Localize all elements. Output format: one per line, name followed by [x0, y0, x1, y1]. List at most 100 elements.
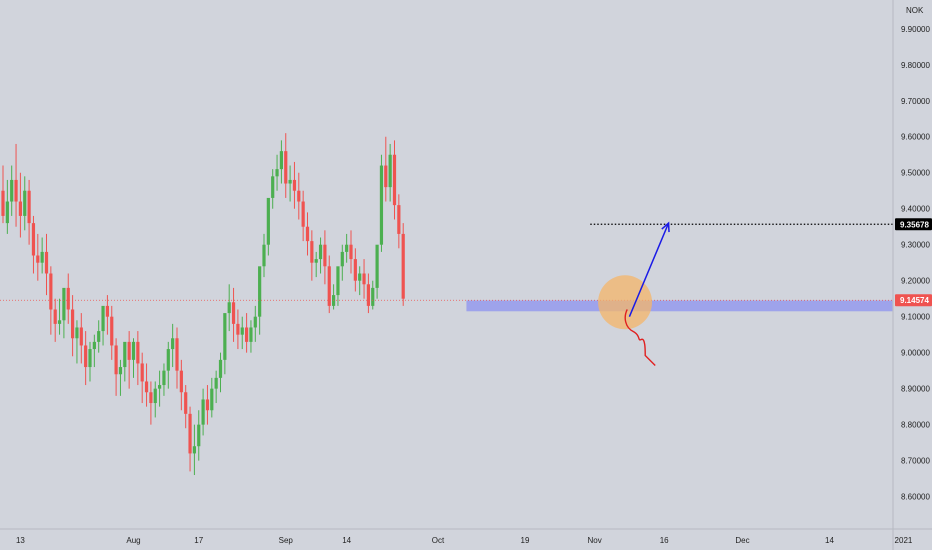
candle [201, 388, 205, 436]
candle-body [118, 367, 123, 375]
arrow-head [661, 221, 670, 233]
candle [210, 377, 214, 418]
y-tick-label: 8.60000 [901, 493, 930, 502]
x-tick-label: Aug [126, 536, 140, 545]
candle [236, 309, 240, 350]
candle [197, 410, 201, 461]
candle [314, 251, 318, 278]
candle [88, 341, 92, 382]
arrow-shaft [628, 222, 670, 317]
candle [114, 338, 118, 396]
candle-body [318, 244, 323, 260]
candle [279, 140, 283, 184]
candle [188, 406, 192, 472]
candle-body [327, 266, 331, 306]
candle [362, 259, 366, 299]
candle-body [336, 266, 340, 296]
candle-body [258, 266, 262, 317]
candle [184, 385, 188, 429]
candle-body [227, 302, 231, 314]
candle-body [136, 341, 140, 364]
candle [23, 176, 27, 231]
candle-body [71, 309, 75, 339]
candle-body [262, 244, 266, 267]
candle [5, 179, 9, 234]
candle-body [358, 273, 362, 281]
currency-label: NOK [906, 6, 924, 15]
candle [162, 363, 166, 396]
current-price-tag: 9.14574 [895, 294, 932, 307]
candle-body [88, 349, 92, 368]
candle [310, 230, 314, 281]
candle [158, 370, 162, 407]
y-tick-label: 8.80000 [901, 421, 930, 430]
candle [384, 136, 388, 202]
candle-body [127, 341, 131, 360]
candle [153, 381, 157, 418]
candle-body [214, 377, 218, 389]
y-axis-ticks: 9.90000 9.80000 9.70000 9.60000 9.50000 9.400… [901, 25, 930, 502]
y-tick-label: 9.80000 [901, 61, 930, 70]
candle [301, 190, 305, 242]
candle-body [153, 388, 157, 404]
candle-body [362, 273, 366, 285]
candle-body [97, 331, 101, 342]
candle [127, 331, 131, 389]
candle-body [397, 205, 401, 234]
candle-body [310, 241, 314, 263]
candle [340, 244, 344, 281]
candle [318, 237, 323, 274]
candle [379, 154, 384, 252]
candle-body [105, 305, 109, 317]
candle [345, 233, 349, 263]
candle [40, 237, 44, 274]
candle [62, 287, 66, 339]
y-tick-label: 9.50000 [901, 169, 930, 178]
candle [123, 341, 127, 382]
y-tick-label: 9.90000 [901, 25, 930, 34]
candle [245, 313, 249, 353]
candle-body [305, 226, 310, 242]
candle [97, 320, 101, 353]
candle-body [340, 251, 344, 267]
candle [258, 266, 262, 335]
bearish-path [624, 309, 656, 366]
x-tick-label: Sep [279, 536, 294, 545]
candle [218, 352, 223, 393]
y-tick-label: 9.20000 [901, 277, 930, 286]
candle [353, 248, 357, 292]
candle-body [18, 201, 22, 216]
candle-body [401, 233, 405, 299]
x-tick-label: Nov [587, 536, 601, 545]
candle [397, 194, 401, 249]
candle-body [53, 309, 57, 324]
candle-body [92, 341, 96, 350]
candle-body [31, 223, 36, 256]
candle-body [379, 165, 384, 245]
candle-body [101, 305, 105, 332]
candle-body [345, 244, 349, 252]
candle-body [271, 176, 275, 198]
candle [249, 320, 253, 353]
y-tick-label: 9.00000 [901, 349, 930, 358]
candle [336, 266, 340, 306]
candle-body [66, 287, 70, 310]
candle-body [266, 197, 270, 245]
candle-body [292, 179, 297, 191]
candle-body [249, 327, 253, 342]
highlight-circle [598, 275, 653, 330]
current-price-tag-text: 9.14574 [900, 296, 929, 305]
candle-body [371, 287, 375, 306]
candle [240, 316, 244, 350]
candle-body [149, 392, 153, 404]
target-price-tag: 9.35678 [895, 218, 932, 231]
candle [136, 331, 140, 386]
candle-body [205, 399, 210, 411]
candle [171, 323, 175, 368]
candle [371, 280, 375, 310]
candle [288, 165, 292, 202]
x-tick-label: 17 [194, 536, 203, 545]
y-tick-label: 9.10000 [901, 313, 930, 322]
candle [53, 298, 57, 342]
